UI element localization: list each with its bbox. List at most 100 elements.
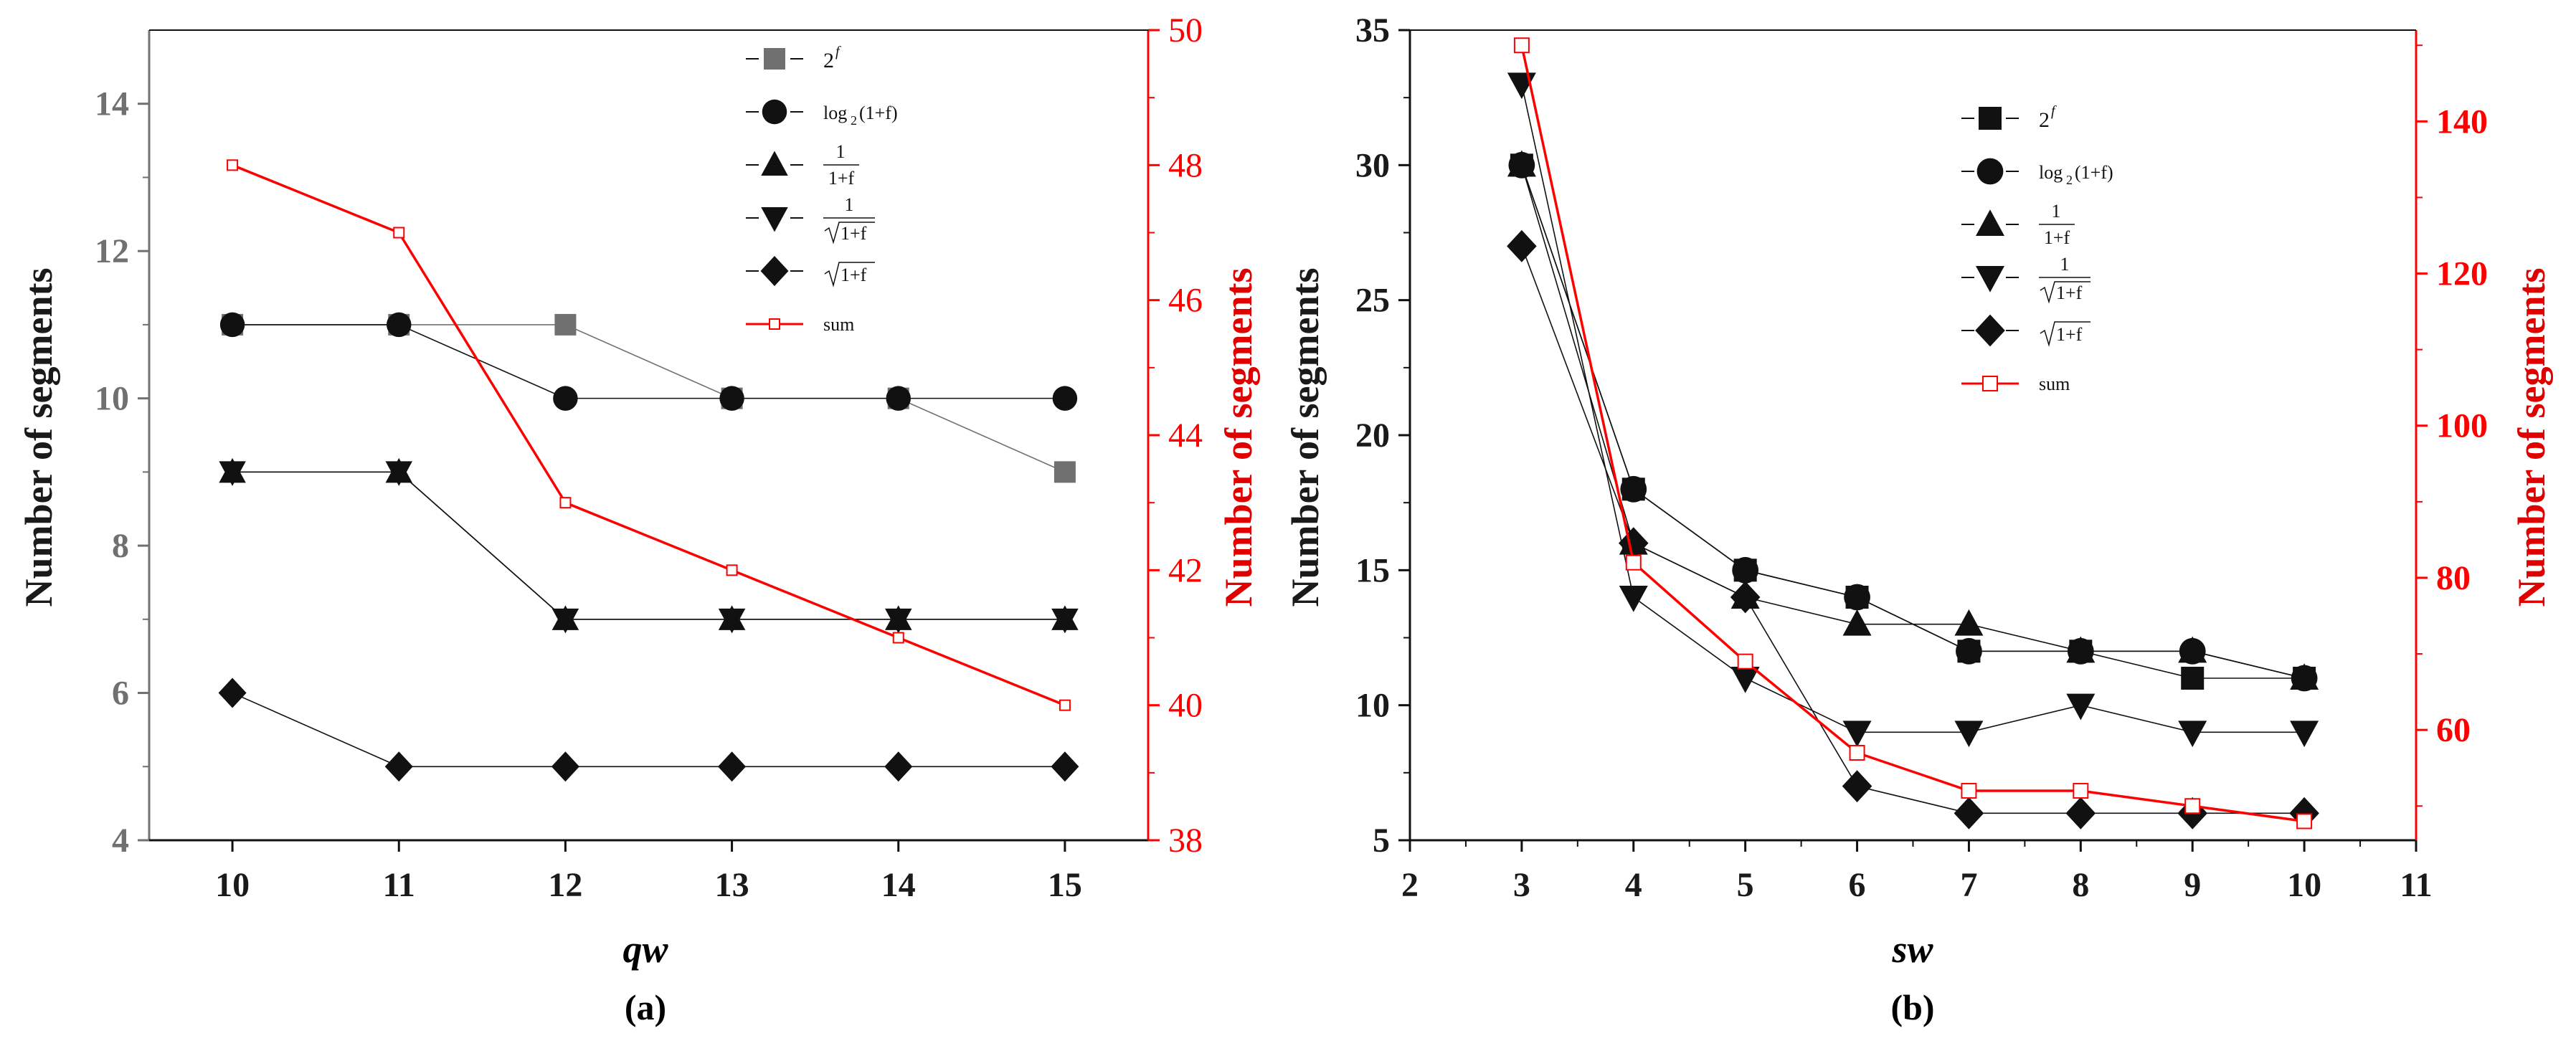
x-tick-label: 2 [1401,866,1419,904]
legend-label-den: 1+f [2044,227,2070,248]
data-point [1051,608,1079,634]
legend-label: 1+f [840,265,867,285]
x-tick-label: 11 [383,866,415,904]
legend-item: 11+f [1961,254,2090,304]
data-point [1507,229,1537,262]
legend-marker [764,48,785,70]
data-point [393,227,405,239]
legend-label-den: 1+f [840,223,867,244]
y-tick-label: 10 [95,380,129,418]
x-tick-label: 12 [548,866,582,904]
legend-label: 2 [823,49,834,72]
data-point [1620,475,1647,503]
legend-marker [1979,107,2002,130]
legend-label-exp: f [2051,103,2057,119]
legend-marker [1976,158,2004,185]
data-point [2181,667,2205,690]
legend-label-arg: (1+f) [859,103,898,123]
data-point [2178,636,2207,663]
data-point [1052,386,1078,411]
data-point [726,564,738,576]
data-point [1618,527,1649,560]
y-axis-label-right-a: Number of segments [1217,268,1260,607]
data-point [1737,653,1753,670]
series-3 [1507,72,2319,748]
data-point [553,386,578,411]
data-point [2066,636,2096,663]
x-tick-label: 10 [2287,866,2321,904]
data-point [551,608,579,634]
series-1 [219,312,1078,411]
y-axis-label-left-a: Number of segments [17,268,60,607]
series-3 [219,461,1079,634]
data-point [1956,637,1982,665]
legend-marker [761,151,788,176]
data-point [1730,581,1761,614]
legend-label-num: 1 [845,194,854,215]
series-line [1521,84,2305,733]
legend-item: 11+f [746,141,859,189]
legend-item: log 2 (1+f) [746,99,898,128]
y-tick-label: 30 [1355,146,1390,184]
legend-marker [1975,314,2005,347]
legend-item: log 2 (1+f) [1961,158,2113,187]
sqrt-sign [824,262,875,287]
data-point [2184,798,2201,814]
y-tick-label: 25 [1355,282,1390,320]
y-tick-label: 8 [112,527,129,565]
x-tick-label: 4 [1625,866,1642,904]
legend-item: sum [746,314,854,335]
panel-label-a: (a) [625,987,666,1027]
data-point [2290,721,2319,748]
y2-tick-label: 80 [2436,559,2471,597]
data-point [718,751,747,782]
data-point [1619,586,1648,612]
data-point [884,751,913,782]
series-5 [227,159,1071,711]
data-point [1849,744,1865,761]
data-point [218,677,247,708]
x-tick-label: 6 [1849,866,1866,904]
data-point [387,312,412,338]
x-axis-label-b: sw [1891,928,1933,971]
x-tick-label: 9 [2184,866,2201,904]
data-point [1844,584,1870,611]
x-axis-label-a: qw [622,928,668,971]
legend-marker [760,256,789,286]
data-point [892,632,904,644]
y2-tick-label: 120 [2436,255,2488,293]
data-point [1732,556,1759,584]
y2-tick-label: 48 [1168,146,1203,184]
y-axis-label-left-b: Number of segments [1284,268,1327,607]
legend-label-num: 1 [2052,201,2061,222]
data-point [1842,609,1872,636]
x-tick-label: 14 [881,866,916,904]
data-point [719,386,744,411]
y2-tick-label: 42 [1168,551,1203,589]
x-tick-label: 10 [215,866,250,904]
y2-tick-label: 40 [1168,687,1203,725]
legend-label-arg: (1+f) [2075,162,2113,183]
sqrt-sign [824,222,875,244]
data-point [1507,150,1536,177]
data-point [2289,797,2319,829]
legend-item: 11+f [746,194,875,244]
y2-tick-label: 140 [2436,103,2488,141]
data-point [551,751,579,782]
legend-label: log [2039,162,2063,183]
legend-marker [1982,376,1998,391]
sqrt-sign [2040,321,2090,347]
data-point [1051,751,1079,782]
legend-item: 11+f [1961,201,2075,248]
y-tick-label: 35 [1355,11,1390,49]
data-point [718,608,746,634]
legend-item: sum [1961,374,2070,394]
series-line [1520,44,2305,823]
